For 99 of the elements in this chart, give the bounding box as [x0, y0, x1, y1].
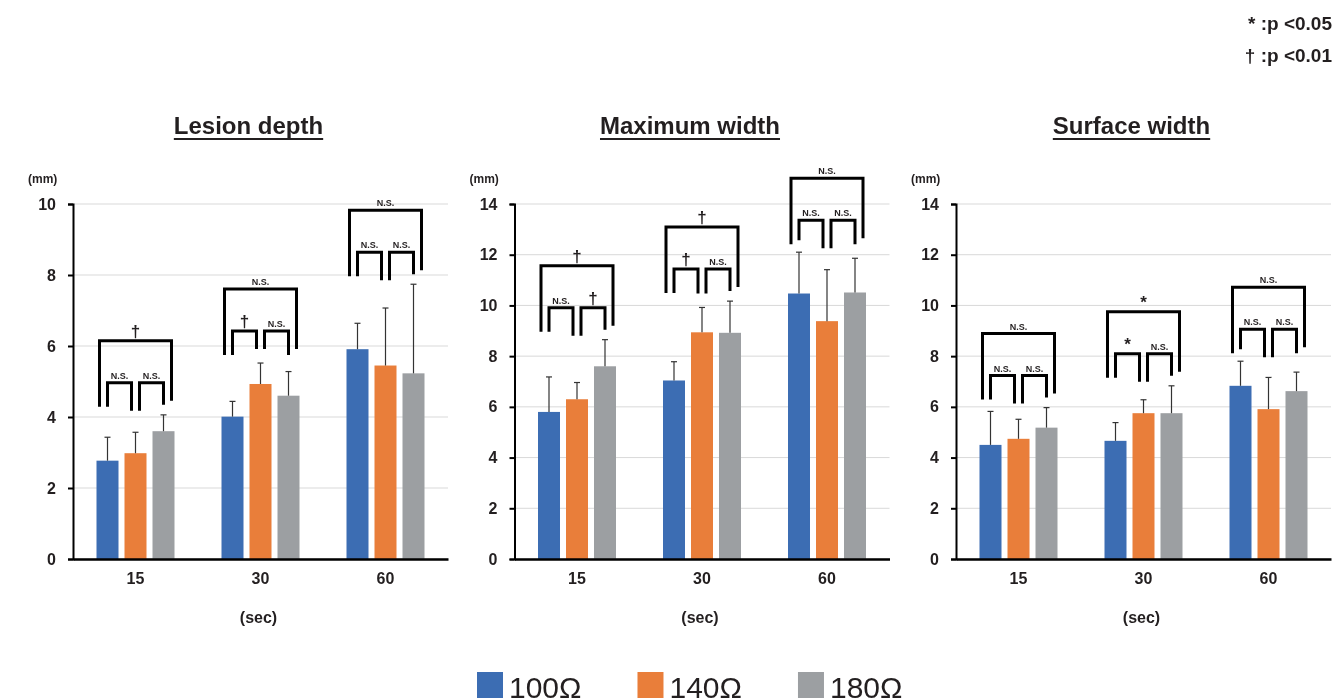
y-tick-label: 8: [930, 347, 940, 365]
bar: [152, 431, 175, 559]
bar: [1007, 438, 1030, 559]
bar: [277, 395, 300, 559]
y-tick-label: 2: [47, 479, 57, 497]
chart-title: Surface width: [1052, 112, 1211, 139]
y-tick-label: 12: [479, 246, 498, 264]
annotation: †: [681, 250, 691, 270]
legend-label: 180Ω: [829, 671, 903, 698]
annotation: †: [572, 246, 582, 266]
y-tick-label: 10: [921, 297, 940, 315]
y-axis-title: (mm): [28, 172, 58, 186]
annotation: *: [1124, 334, 1132, 354]
x-tick-label: 15: [568, 570, 586, 588]
text: † :p <0.01: [1244, 45, 1333, 66]
x-tick-label: 15: [1009, 570, 1028, 588]
annotation: N.S.: [1025, 363, 1044, 374]
chart-title: Lesion depth: [173, 112, 324, 139]
x-tick-label: 60: [1259, 570, 1278, 588]
y-tick-label: 12: [921, 246, 940, 264]
text: N.S.: [818, 166, 836, 177]
y-tick-label: 14: [479, 195, 498, 213]
annotation: N.S.: [251, 277, 270, 288]
annotation: N.S.: [1275, 317, 1294, 328]
x-tick-label: 30: [251, 570, 270, 588]
annotation: N.S.: [267, 319, 286, 330]
y-tick-label: 6: [47, 337, 57, 355]
annotation: †: [697, 208, 707, 228]
bar: [1132, 413, 1155, 559]
x-tick-label: 30: [1134, 570, 1153, 588]
y-tick-label: 2: [930, 499, 940, 517]
y-tick-label: 8: [47, 266, 57, 284]
bar: [566, 399, 588, 559]
bar: [402, 373, 425, 559]
annotation: N.S.: [834, 208, 852, 219]
y-tick-label: 0: [488, 550, 498, 568]
x-tick-label: 30: [693, 570, 711, 588]
annotation: *: [1140, 292, 1148, 312]
annotation: †: [588, 288, 598, 308]
bar: [663, 380, 685, 559]
annotation: N.S.: [142, 370, 161, 381]
bar: [1104, 440, 1127, 559]
bar: [346, 349, 369, 559]
annotation: N.S.: [110, 370, 129, 381]
bar: [1285, 391, 1308, 559]
annotation: N.S.: [993, 363, 1012, 374]
annotation: N.S.: [709, 257, 727, 268]
y-tick-label: 0: [930, 550, 940, 568]
y-tick-label: 6: [930, 398, 940, 416]
y-axis-title: (mm): [911, 172, 941, 186]
bar: [1257, 409, 1280, 559]
annotation: N.S.: [360, 240, 379, 251]
annotation: †: [130, 321, 141, 341]
bar: [1160, 413, 1183, 559]
x-tick-label: 60: [376, 570, 395, 588]
y-tick-label: 2: [488, 499, 498, 517]
y-tick-label: 4: [930, 449, 940, 467]
bar: [249, 383, 272, 559]
bar: [691, 332, 713, 559]
y-tick-label: 6: [488, 398, 498, 416]
chart-title: Maximum width: [599, 112, 781, 139]
bar: [844, 292, 866, 559]
legend-label: 100Ω: [509, 671, 582, 698]
y-tick-label: 10: [479, 297, 498, 315]
x-axis-title: (sec): [239, 609, 278, 626]
y-axis-title: (mm): [469, 172, 499, 186]
y-tick-label: 4: [47, 408, 57, 426]
annotation: N.S.: [376, 198, 395, 209]
annotation: N.S.: [1243, 317, 1262, 328]
annotation: †: [239, 312, 250, 332]
bar: [96, 460, 119, 559]
annotation: N.S.: [552, 295, 570, 306]
bar: [124, 453, 147, 559]
bar: [816, 321, 838, 559]
annotation: N.S.: [1259, 275, 1278, 286]
y-tick-label: 0: [47, 550, 57, 568]
bar: [221, 416, 244, 559]
x-axis-title: (sec): [681, 609, 719, 626]
annotation: N.S.: [802, 208, 820, 219]
bar: [374, 365, 397, 559]
bar: [719, 332, 741, 559]
y-tick-label: 8: [488, 347, 498, 365]
y-tick-label: 4: [488, 449, 498, 467]
annotation: N.S.: [1150, 341, 1169, 352]
x-tick-label: 15: [126, 570, 145, 588]
legend-label: 140Ω: [669, 671, 742, 698]
bar: [1035, 427, 1058, 559]
bar: [1229, 385, 1252, 559]
bar: [594, 366, 616, 559]
y-tick-label: 10: [38, 195, 57, 213]
bar: [538, 411, 560, 559]
bar: [979, 444, 1002, 559]
text: * :p <0.05: [1248, 13, 1333, 34]
annotation: N.S.: [392, 240, 411, 251]
x-tick-label: 60: [818, 570, 836, 588]
y-tick-label: 14: [921, 195, 940, 213]
annotation: N.S.: [1009, 321, 1028, 332]
x-axis-title: (sec): [1122, 609, 1161, 626]
bar: [788, 293, 810, 559]
